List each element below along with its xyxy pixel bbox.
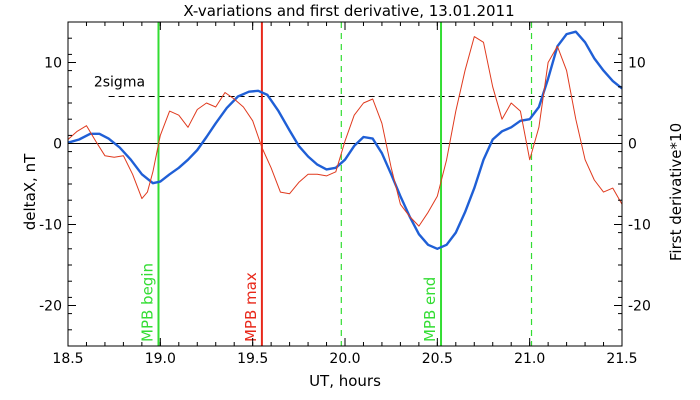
marker-label-3: MPB end — [421, 277, 439, 342]
series-line-0 — [67, 30, 623, 251]
plot-area: 2sigma MPB begin MPB max MPB end — [67, 22, 623, 346]
x-tick-label-6: 21.5 — [606, 351, 637, 367]
x-tick-label-1: 19.0 — [145, 351, 176, 367]
y-tick-label-left-2: 0 — [53, 137, 62, 153]
series-line-1 — [67, 36, 623, 227]
x-tick-label-3: 20.0 — [329, 351, 360, 367]
y-tick-label-left-3: 10 — [44, 56, 62, 72]
y-tick-label-left-1: -10 — [39, 218, 62, 234]
y-tick-label-right-0: -20 — [628, 299, 651, 315]
y-tick-label-right-2: 0 — [628, 137, 637, 153]
y-tick-label-right-3: 10 — [628, 56, 646, 72]
axes: 18.5 19.0 19.5 20.0 20.5 21.0 21.5 -20 -20 -10 -10… — [39, 21, 651, 367]
y-tick-label-right-1: -10 — [628, 218, 651, 234]
x-tick-label-2: 19.5 — [237, 351, 268, 367]
x-axis-label: UT, hours — [309, 372, 381, 390]
marker-label-0: MPB begin — [138, 263, 156, 342]
x-tick-label-5: 21.0 — [514, 351, 545, 367]
chart-title: X-variations and first derivative, 13.01… — [183, 2, 514, 20]
y-tick-label-left-0: -20 — [39, 299, 62, 315]
sigma-label: 2sigma — [94, 75, 145, 91]
marker-label-1: MPB max — [242, 272, 260, 342]
left-axis-label: deltaX, nT — [21, 153, 39, 230]
x-tick-label-4: 20.5 — [422, 351, 453, 367]
x-tick-label-0: 18.5 — [52, 351, 83, 367]
right-axis-label: First derivative*10 — [667, 123, 685, 261]
